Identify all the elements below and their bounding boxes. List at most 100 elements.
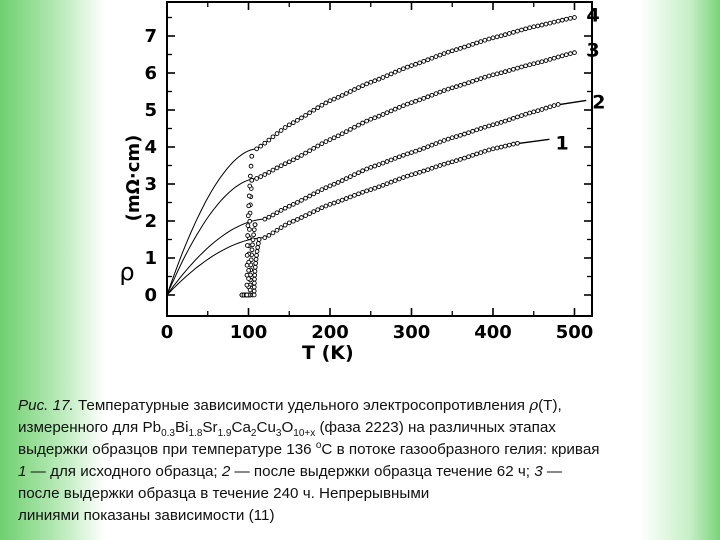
- data-point: [453, 158, 459, 163]
- data-point: [478, 150, 484, 155]
- data-point: [506, 117, 512, 123]
- data-point: [392, 69, 398, 75]
- data-point: [343, 196, 349, 201]
- data-point: [429, 55, 435, 61]
- data-point: [244, 282, 250, 288]
- data-point: [478, 39, 484, 44]
- data-point: [523, 63, 528, 69]
- caption-sub-o: 10+x: [293, 428, 316, 440]
- data-point: [437, 89, 443, 95]
- curve-label-4: 4: [587, 5, 600, 27]
- data-point: [388, 71, 394, 77]
- data-point: [372, 185, 378, 191]
- data-point: [401, 175, 406, 180]
- data-point: [515, 28, 520, 34]
- data-point: [490, 72, 496, 78]
- caption-text-15: после выдержки образца в течение 240 ч. …: [18, 485, 430, 502]
- data-point: [413, 148, 418, 154]
- curve-label-3: 3: [587, 40, 600, 62]
- data-point: [247, 183, 253, 189]
- data-point: [555, 18, 561, 24]
- data-point: [494, 71, 500, 77]
- data-point: [323, 203, 329, 209]
- caption-text-14: —: [542, 463, 563, 480]
- curve-label-2: 2: [592, 91, 605, 113]
- data-point: [506, 68, 512, 73]
- caption-text-10: выдержки образцов при температуре 136: [18, 441, 316, 458]
- caption-text-2: (T),: [538, 397, 562, 414]
- data-point: [380, 75, 386, 80]
- y-tick-label-3: 3: [144, 174, 157, 195]
- data-point: [258, 143, 264, 149]
- data-point: [519, 113, 524, 118]
- data-point: [295, 200, 300, 205]
- data-point: [246, 268, 251, 273]
- data-point: [384, 73, 390, 79]
- data-point: [409, 150, 414, 155]
- data-point: [405, 101, 410, 107]
- data-point: [303, 150, 308, 156]
- data-point: [368, 116, 374, 122]
- x-axis-label: T (K): [302, 342, 354, 364]
- data-point: [568, 15, 573, 21]
- data-point: [433, 164, 439, 170]
- data-point: [409, 100, 414, 105]
- data-point: [266, 214, 272, 220]
- data-point: [437, 163, 443, 168]
- data-point: [486, 36, 492, 42]
- data-point: [247, 218, 253, 224]
- data-point: [531, 109, 537, 115]
- caption-text-6: Ca: [231, 419, 251, 436]
- y-tick-label-0: 0: [144, 285, 157, 306]
- data-point: [539, 59, 545, 65]
- caption-text-16: линиями показаны зависимости (11): [18, 507, 275, 524]
- data-point: [486, 147, 492, 153]
- data-point: [368, 165, 374, 170]
- data-point: [244, 292, 250, 298]
- data-point: [274, 131, 280, 136]
- data-point: [478, 126, 484, 131]
- data-point: [262, 216, 268, 222]
- caption-curve-2: 2: [221, 463, 231, 480]
- data-point: [498, 33, 504, 39]
- data-point: [511, 29, 516, 35]
- data-point: [433, 141, 439, 146]
- data-point: [405, 64, 410, 70]
- data-point: [401, 152, 406, 158]
- data-point: [482, 124, 488, 130]
- y-tick-label-2: 2: [144, 211, 157, 232]
- data-point: [401, 66, 406, 72]
- y-tick-label-1: 1: [144, 248, 157, 269]
- caption-sub-cu: 3: [275, 428, 282, 440]
- data-point: [388, 179, 394, 185]
- data-point: [311, 107, 317, 113]
- data-point: [331, 181, 337, 187]
- data-point: [551, 55, 557, 61]
- data-point: [343, 176, 349, 181]
- caption-sub-pb: 0.3: [161, 428, 175, 440]
- data-point: [258, 174, 264, 179]
- data-point: [449, 159, 455, 165]
- data-point: [486, 123, 492, 129]
- data-point: [470, 128, 475, 134]
- data-point: [244, 272, 250, 278]
- data-point: [462, 131, 467, 137]
- data-point: [449, 135, 455, 141]
- data-point: [364, 188, 370, 194]
- y-axis-symbol: ρ: [119, 258, 134, 286]
- data-point: [417, 60, 422, 66]
- data-point: [286, 220, 292, 226]
- data-point: [372, 163, 378, 169]
- data-point: [274, 165, 280, 171]
- data-point: [413, 171, 418, 176]
- data-point: [253, 256, 259, 262]
- data-point: [466, 43, 471, 49]
- data-point: [315, 189, 321, 195]
- data-point: [335, 133, 341, 139]
- data-point: [352, 87, 357, 92]
- data-point: [474, 127, 480, 133]
- data-point: [531, 61, 537, 67]
- data-point: [266, 170, 272, 175]
- data-point: [531, 24, 537, 30]
- data-point: [278, 163, 284, 169]
